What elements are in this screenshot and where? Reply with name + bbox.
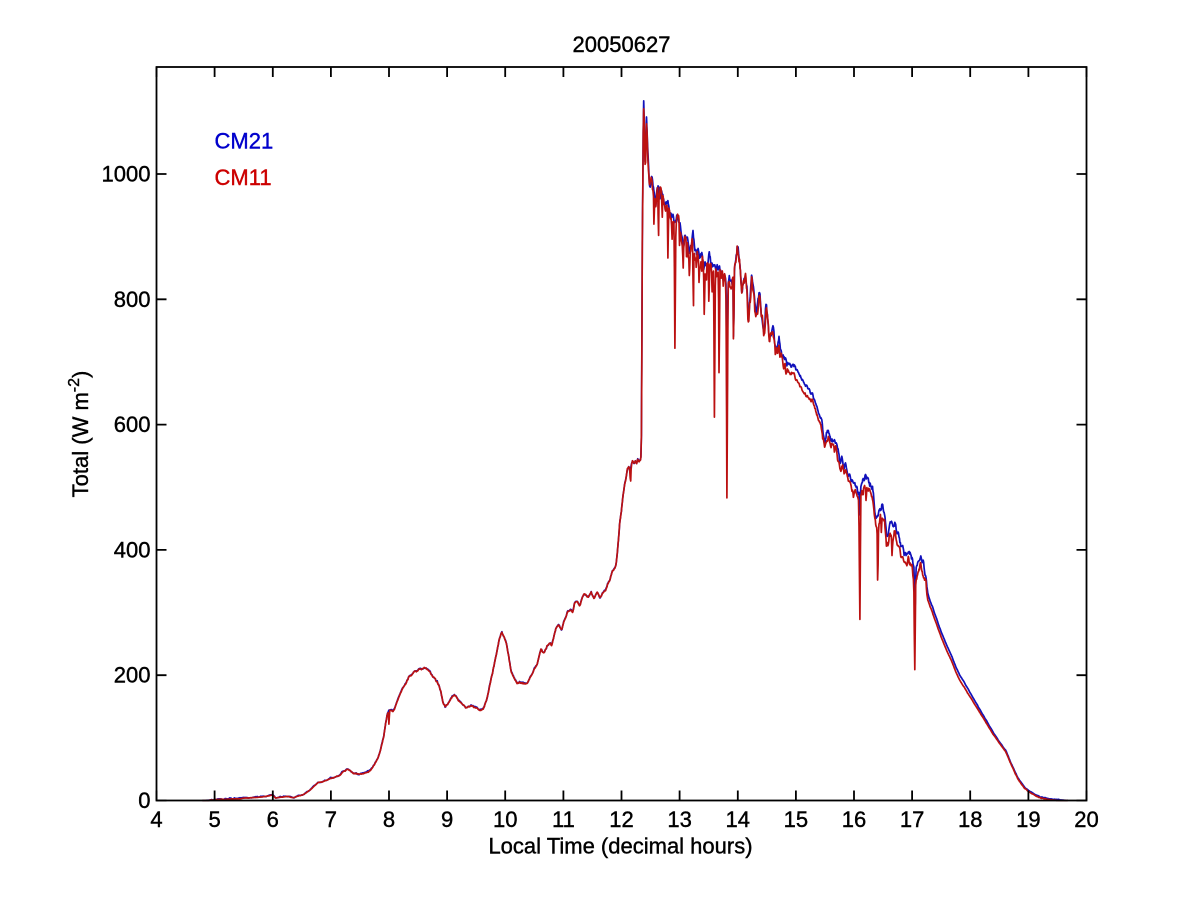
svg-text:16: 16	[842, 807, 866, 832]
svg-text:400: 400	[114, 537, 151, 562]
svg-text:8: 8	[383, 807, 395, 832]
svg-text:14: 14	[726, 807, 750, 832]
svg-text:13: 13	[667, 807, 691, 832]
svg-text:0: 0	[138, 788, 150, 813]
svg-text:600: 600	[114, 412, 151, 437]
svg-text:10: 10	[493, 807, 517, 832]
svg-text:1000: 1000	[102, 162, 151, 187]
svg-text:17: 17	[900, 807, 924, 832]
svg-text:19: 19	[1016, 807, 1040, 832]
svg-text:800: 800	[114, 287, 151, 312]
svg-text:CM11: CM11	[215, 165, 272, 190]
svg-text:4: 4	[150, 807, 162, 832]
svg-text:9: 9	[441, 807, 453, 832]
svg-text:15: 15	[784, 807, 808, 832]
svg-text:CM21: CM21	[215, 129, 274, 154]
svg-text:7: 7	[325, 807, 337, 832]
svg-text:200: 200	[114, 663, 151, 688]
svg-text:Total (W m-2): Total (W m-2)	[66, 371, 93, 498]
svg-text:18: 18	[958, 807, 982, 832]
svg-text:12: 12	[609, 807, 633, 832]
svg-text:6: 6	[267, 807, 279, 832]
svg-text:20: 20	[1074, 807, 1098, 832]
svg-text:5: 5	[208, 807, 220, 832]
svg-text:11: 11	[552, 807, 575, 832]
svg-text:Local Time (decimal hours): Local Time (decimal hours)	[488, 834, 752, 859]
svg-text:20050627: 20050627	[573, 32, 671, 57]
